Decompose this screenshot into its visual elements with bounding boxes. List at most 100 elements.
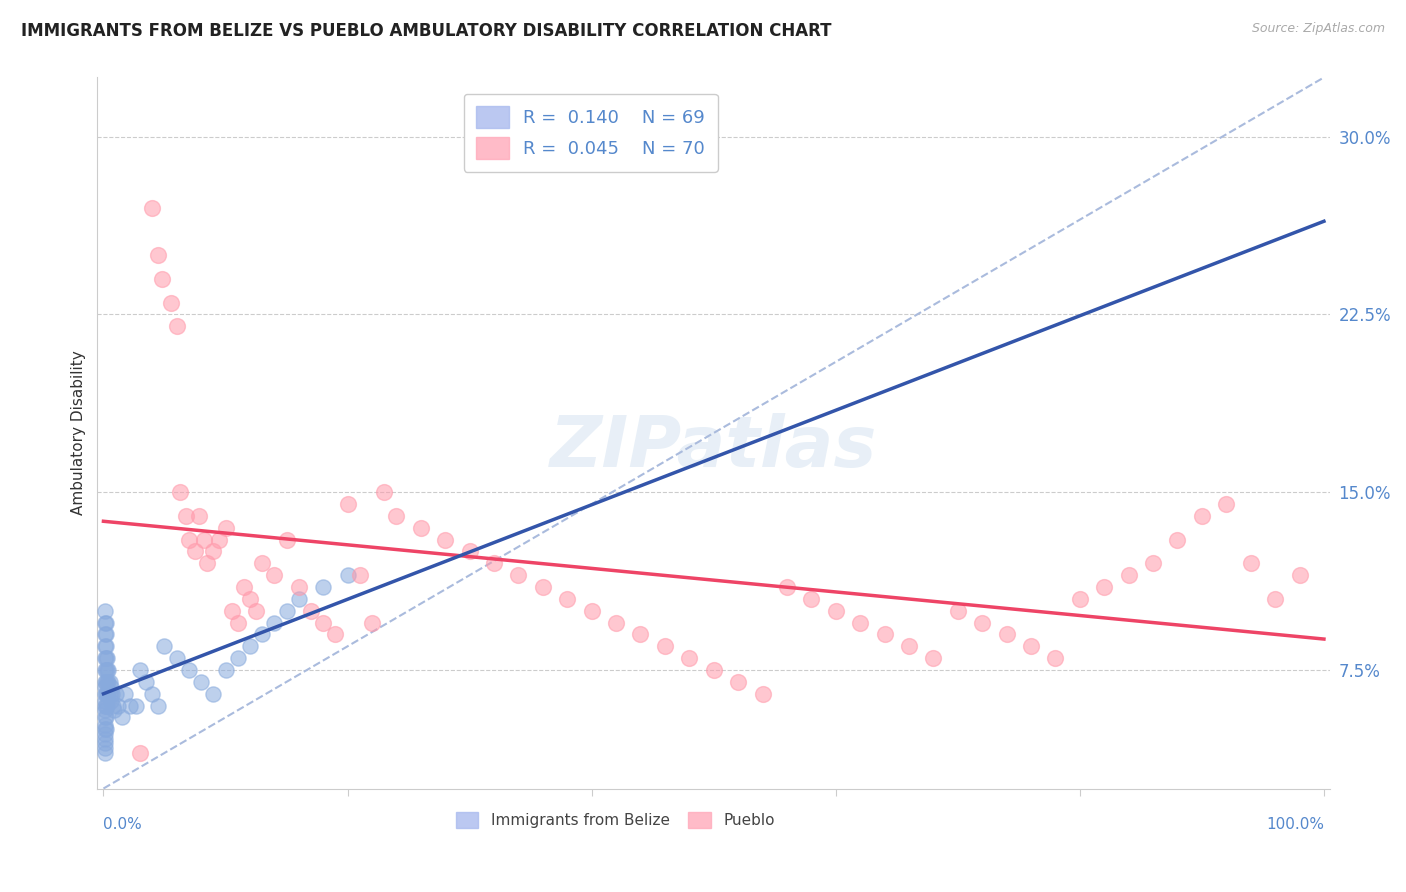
Point	[111, 710, 134, 724]
Point	[508, 568, 530, 582]
Point	[93, 746, 115, 760]
Point	[96, 687, 118, 701]
Text: 0.0%: 0.0%	[104, 817, 142, 832]
Point	[434, 533, 457, 547]
Point	[94, 663, 117, 677]
Point	[581, 604, 603, 618]
Point	[93, 698, 115, 713]
Point	[169, 485, 191, 500]
Point	[1215, 497, 1237, 511]
Point	[94, 698, 117, 713]
Point	[824, 604, 846, 618]
Point	[751, 687, 773, 701]
Point	[148, 698, 170, 713]
Point	[101, 687, 124, 701]
Point	[187, 508, 209, 523]
Point	[135, 674, 157, 689]
Point	[193, 533, 215, 547]
Point	[1166, 533, 1188, 547]
Point	[276, 533, 298, 547]
Y-axis label: Ambulatory Disability: Ambulatory Disability	[72, 351, 86, 516]
Point	[946, 604, 969, 618]
Point	[97, 663, 120, 677]
Point	[93, 710, 115, 724]
Point	[226, 615, 249, 630]
Point	[1191, 508, 1213, 523]
Point	[800, 591, 823, 606]
Point	[208, 533, 231, 547]
Point	[93, 651, 115, 665]
Point	[373, 485, 395, 500]
Point	[93, 663, 115, 677]
Point	[159, 295, 181, 310]
Point	[190, 674, 212, 689]
Point	[96, 663, 118, 677]
Text: IMMIGRANTS FROM BELIZE VS PUEBLO AMBULATORY DISABILITY CORRELATION CHART: IMMIGRANTS FROM BELIZE VS PUEBLO AMBULAT…	[21, 22, 831, 40]
Point	[93, 680, 115, 694]
Point	[325, 627, 347, 641]
Point	[93, 741, 115, 756]
Legend: Immigrants from Belize, Pueblo: Immigrants from Belize, Pueblo	[450, 806, 780, 834]
Point	[93, 674, 115, 689]
Point	[103, 703, 125, 717]
Point	[93, 640, 115, 654]
Point	[922, 651, 945, 665]
Point	[100, 680, 122, 694]
Point	[93, 727, 115, 741]
Point	[1092, 580, 1115, 594]
Point	[361, 615, 384, 630]
Point	[312, 615, 335, 630]
Point	[703, 663, 725, 677]
Point	[96, 651, 118, 665]
Point	[141, 687, 163, 701]
Point	[195, 557, 218, 571]
Point	[98, 674, 121, 689]
Point	[287, 591, 309, 606]
Point	[276, 604, 298, 618]
Point	[245, 604, 267, 618]
Point	[93, 687, 115, 701]
Point	[1264, 591, 1286, 606]
Point	[107, 698, 129, 713]
Point	[349, 568, 371, 582]
Point	[1142, 557, 1164, 571]
Point	[873, 627, 896, 641]
Point	[897, 640, 920, 654]
Point	[114, 687, 136, 701]
Point	[93, 717, 115, 731]
Point	[120, 698, 142, 713]
Text: Source: ZipAtlas.com: Source: ZipAtlas.com	[1251, 22, 1385, 36]
Point	[148, 248, 170, 262]
Point	[605, 615, 627, 630]
Point	[100, 694, 122, 708]
Point	[336, 568, 359, 582]
Point	[299, 604, 322, 618]
Point	[385, 508, 408, 523]
Point	[184, 544, 207, 558]
Point	[776, 580, 799, 594]
Point	[202, 544, 225, 558]
Point	[409, 521, 432, 535]
Point	[93, 694, 115, 708]
Point	[678, 651, 700, 665]
Point	[176, 508, 198, 523]
Point	[232, 580, 254, 594]
Point	[1019, 640, 1042, 654]
Point	[93, 737, 115, 751]
Point	[177, 663, 200, 677]
Point	[129, 663, 152, 677]
Point	[239, 640, 262, 654]
Point	[94, 674, 117, 689]
Point	[214, 663, 236, 677]
Point	[104, 687, 127, 701]
Point	[125, 698, 148, 713]
Point	[630, 627, 652, 641]
Point	[166, 651, 188, 665]
Point	[94, 615, 117, 630]
Point	[153, 640, 176, 654]
Point	[654, 640, 676, 654]
Point	[94, 640, 117, 654]
Point	[93, 604, 115, 618]
Point	[93, 731, 115, 746]
Point	[214, 521, 236, 535]
